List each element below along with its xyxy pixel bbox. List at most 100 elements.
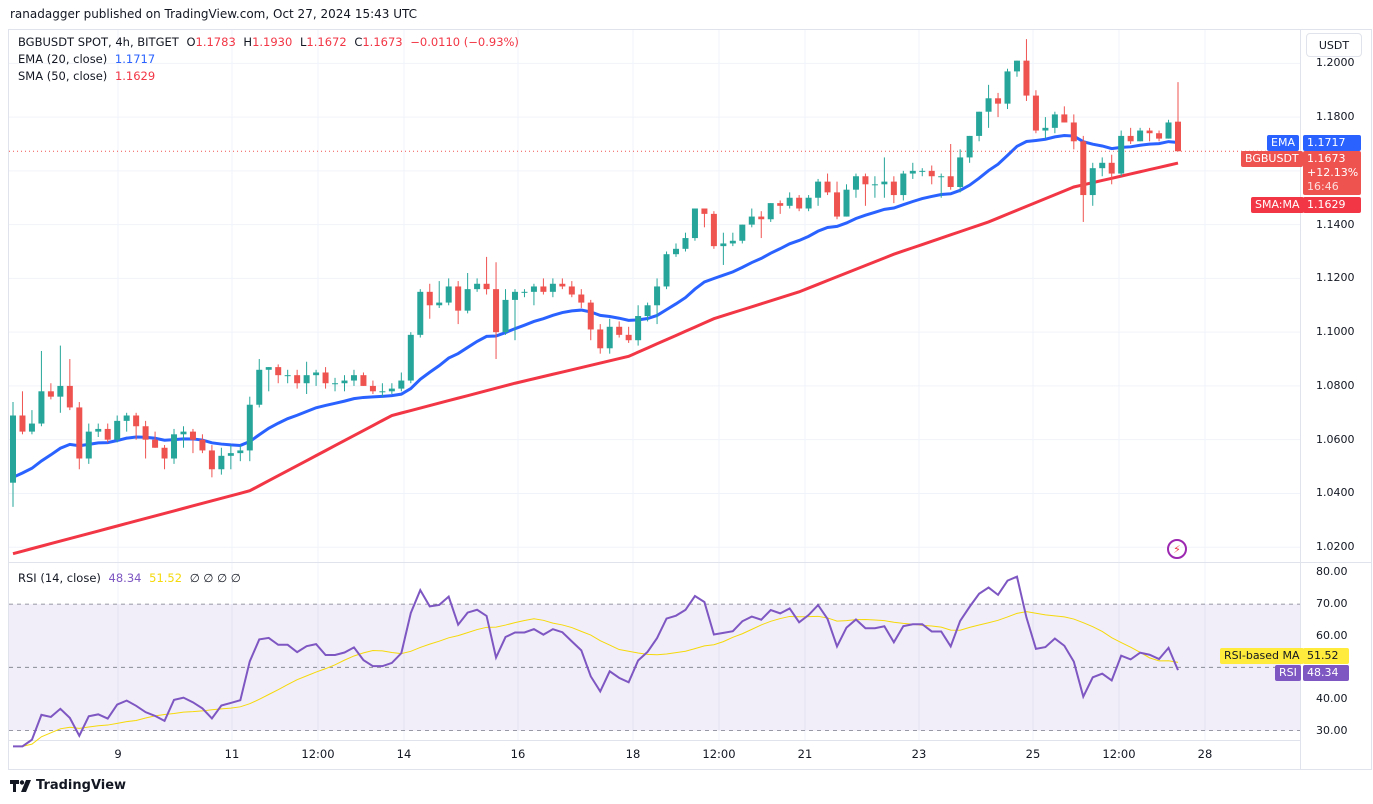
candle-up	[10, 415, 16, 483]
candle-up	[843, 189, 850, 217]
candle-down	[777, 203, 784, 206]
sma-value: 1.1629	[114, 69, 156, 83]
symbol-title[interactable]: BGBUSDT SPOT, 4h, BITGET	[18, 35, 179, 49]
candle-up	[919, 170, 926, 172]
candle-up	[521, 291, 528, 293]
candle-up	[786, 197, 793, 206]
publish-attribution: ranadagger published on TradingView.com,…	[10, 7, 417, 21]
rsi-tick-label: 60.00	[1316, 628, 1348, 642]
candle-up	[246, 404, 253, 451]
candle-up	[407, 334, 414, 381]
price-tick-label: 1.1800	[1316, 110, 1355, 124]
candle-down	[208, 450, 215, 470]
candle-up	[502, 299, 509, 333]
time-tick-label: 25	[1025, 747, 1041, 761]
candle-down	[493, 289, 500, 333]
candle-up	[852, 176, 859, 190]
candle-down	[890, 181, 897, 196]
rsi-ma-line	[13, 611, 1179, 747]
candle-up	[1137, 130, 1144, 142]
candle-down	[1032, 95, 1039, 131]
chart-frame	[8, 29, 1372, 770]
candle-up	[57, 385, 64, 397]
tradingview-logo[interactable]: TradingView	[10, 778, 126, 793]
candle-up	[445, 286, 452, 303]
candle-down	[1061, 114, 1068, 123]
time-tick-label: 28	[1197, 747, 1213, 761]
time-tick-label: 11	[224, 747, 240, 761]
sma-name-badge: SMA:MA	[1251, 197, 1304, 213]
candle-up	[332, 383, 339, 385]
time-tick-label: 9	[114, 747, 122, 761]
rsi-legend[interactable]: RSI (14, close) 48.34 51.52 ∅ ∅ ∅ ∅	[18, 571, 245, 585]
candle-down	[947, 176, 954, 187]
candle-down	[189, 431, 196, 440]
ema-20-line	[12, 134, 1179, 479]
last-price-badge: 1.1673 +12.13% 16:46	[1303, 151, 1361, 195]
logo-text: TradingView	[36, 778, 127, 793]
symbol-legend: BGBUSDT SPOT, 4h, BITGET O1.1783 H1.1930…	[18, 35, 523, 49]
rsi-value-badge: 48.34	[1303, 665, 1349, 681]
candle-down	[1146, 130, 1153, 134]
high-label: H	[243, 35, 253, 49]
candle-down	[133, 415, 140, 427]
open-label: O	[186, 35, 196, 49]
candle-down	[104, 428, 111, 440]
rsi-tick-label: 30.00	[1316, 723, 1348, 737]
candle-up	[805, 197, 812, 209]
rsi-ma-name-badge: RSI-based MA	[1220, 648, 1304, 664]
candle-down	[834, 192, 841, 217]
candle-up	[729, 240, 736, 244]
rsi-label: RSI (14, close)	[18, 571, 101, 585]
candle-down	[559, 283, 566, 287]
candle-up	[123, 415, 130, 421]
candle-up	[739, 224, 746, 241]
candle-down	[625, 334, 632, 341]
candle-up	[635, 316, 642, 341]
candle-down	[369, 385, 376, 392]
sma-legend[interactable]: SMA (50, close) 1.1629	[18, 69, 159, 83]
candle-down	[76, 407, 83, 459]
candle-up	[881, 181, 888, 185]
candle-up	[85, 431, 92, 459]
candle-up	[227, 453, 234, 456]
candle-down	[426, 291, 433, 306]
ohlc-close: C1.1673	[354, 35, 402, 49]
candle-up	[530, 286, 537, 292]
candle-down	[152, 439, 159, 448]
candle-up	[284, 375, 291, 377]
candle-down	[142, 426, 149, 440]
candle-up	[1089, 168, 1096, 196]
candle-down	[199, 439, 206, 451]
candle-down	[360, 375, 367, 386]
ema-legend[interactable]: EMA (20, close) 1.1717	[18, 52, 159, 66]
currency-button[interactable]: USDT	[1306, 33, 1362, 57]
candle-down	[1156, 133, 1163, 139]
ema-name-badge: EMA	[1267, 135, 1299, 151]
candle-down	[540, 286, 547, 292]
price-tick-label: 1.1400	[1316, 217, 1355, 231]
price-tick-label: 1.1200	[1316, 271, 1355, 285]
rsi-name-badge: RSI	[1275, 665, 1301, 681]
candle-down	[597, 329, 604, 349]
candle-up	[38, 391, 45, 424]
candle-up	[350, 375, 357, 381]
candle-up	[663, 254, 670, 287]
candle-down	[19, 415, 26, 432]
rsi-ma-value-badge: 51.52	[1303, 648, 1349, 664]
candle-up	[379, 391, 386, 393]
lightning-icon[interactable]: ⚡	[1167, 539, 1187, 559]
candle-down	[483, 283, 490, 290]
high-value: 1.1930	[252, 35, 293, 49]
price-tick-label: 1.1000	[1316, 325, 1355, 339]
candle-up	[436, 302, 443, 306]
open-value: 1.1783	[195, 35, 236, 49]
ohlc-open: O1.1783	[186, 35, 235, 49]
change-value: −0.0110 (−0.93%)	[410, 35, 519, 49]
candle-up	[114, 420, 121, 440]
price-tick-label: 1.0400	[1316, 486, 1355, 500]
tradingview-logo-icon	[10, 779, 31, 792]
candle-down	[294, 375, 301, 384]
candle-up	[1165, 122, 1172, 139]
